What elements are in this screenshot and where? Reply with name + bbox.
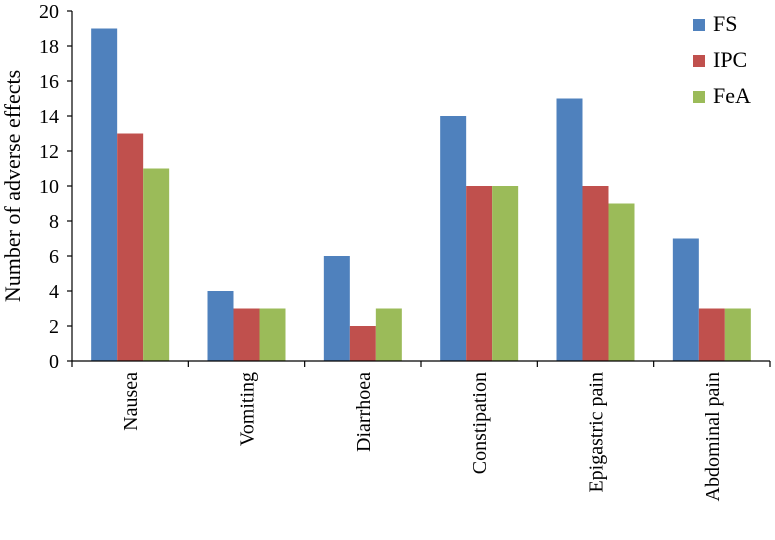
bar-fs-vomiting xyxy=(207,291,234,361)
x-axis-ticks xyxy=(71,361,771,367)
bar-fea-epigastric-pain xyxy=(608,203,635,361)
bars xyxy=(91,28,751,361)
bar-fea-abdominal-pain xyxy=(724,308,751,361)
y-tick-label: 2 xyxy=(49,316,59,338)
x-category-label: Diarrhoea xyxy=(353,372,375,452)
y-tick-label: 6 xyxy=(49,246,59,268)
bar-ipc-nausea xyxy=(117,133,144,361)
y-axis-ticks: 0 2 4 6 8 10 12 14 16 18 20 xyxy=(39,1,72,373)
x-category-label: Constipation xyxy=(469,372,491,474)
bar-ipc-vomiting xyxy=(233,308,260,361)
legend: FS IPC FeA xyxy=(693,11,751,108)
y-tick-label: 14 xyxy=(39,106,59,128)
bar-fea-constipation xyxy=(492,186,519,361)
bar-ipc-abdominal-pain xyxy=(698,308,725,361)
legend-swatch-fs xyxy=(693,19,705,31)
bar-fs-diarrhoea xyxy=(323,256,350,361)
y-tick-label: 10 xyxy=(39,176,59,198)
bar-ipc-diarrhoea xyxy=(349,326,376,361)
bar-fea-nausea xyxy=(143,168,170,361)
bar-fea-diarrhoea xyxy=(375,308,402,361)
legend-label-ipc: IPC xyxy=(713,47,747,72)
bar-fs-abdominal-pain xyxy=(672,238,699,361)
y-tick-label: 20 xyxy=(39,1,59,23)
y-tick-label: 18 xyxy=(39,36,59,58)
legend-label-fs: FS xyxy=(713,11,737,36)
x-category-label: Abdominal pain xyxy=(702,372,724,501)
y-tick-label: 12 xyxy=(39,141,59,163)
bar-fs-nausea xyxy=(91,28,118,361)
x-axis-category-labels: Nausea Vomiting Diarrhoea Constipation Epiga… xyxy=(120,372,724,502)
y-tick-label: 16 xyxy=(39,71,59,93)
bar-fs-epigastric-pain xyxy=(556,98,583,361)
y-axis-title: Number of adverse effects xyxy=(0,70,25,302)
legend-label-fea: FeA xyxy=(713,83,751,108)
x-category-label: Nausea xyxy=(120,372,142,431)
y-tick-label: 4 xyxy=(49,281,59,303)
bar-fea-vomiting xyxy=(259,308,286,361)
legend-swatch-fea xyxy=(693,91,705,103)
bar-fs-constipation xyxy=(440,116,467,361)
bar-ipc-constipation xyxy=(466,186,493,361)
bar-ipc-epigastric-pain xyxy=(582,186,609,361)
x-category-label: Vomiting xyxy=(237,372,259,446)
x-category-label: Epigastric pain xyxy=(586,372,608,493)
legend-swatch-ipc xyxy=(693,55,705,67)
y-tick-label: 0 xyxy=(49,351,59,373)
y-tick-label: 8 xyxy=(49,211,59,233)
